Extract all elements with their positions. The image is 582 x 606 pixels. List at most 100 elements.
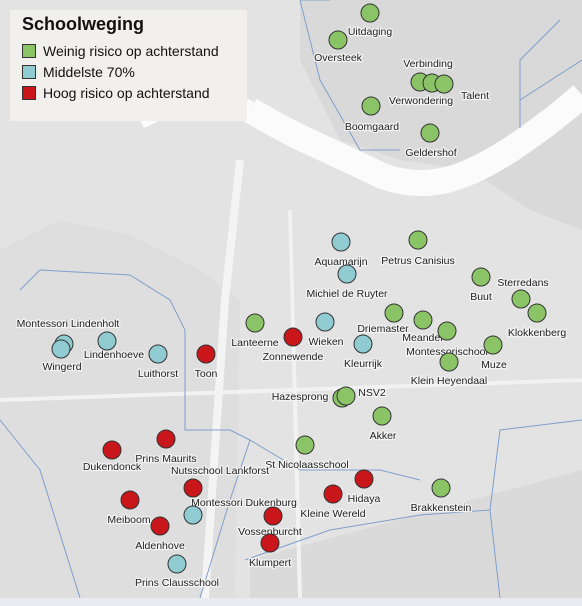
school-label: Klokkenberg [508,327,567,339]
district [300,0,582,230]
school-marker [384,303,404,323]
school-label: Sterredans [497,277,548,289]
school-marker [150,516,170,536]
school-marker [120,490,140,510]
road [0,378,582,402]
school-marker [328,30,348,50]
school-label: Driemaster [357,323,409,335]
legend-item: Weinig risico op achterstand [22,40,235,61]
school-marker [361,96,381,116]
school-label: Montessori Dukenburg [191,497,297,509]
school-marker [148,344,168,364]
district [0,220,240,600]
school-marker [196,344,216,364]
school-marker [483,335,503,355]
school-label: Montessori Lindenholt [17,318,120,330]
school-marker [353,334,373,354]
school-marker [471,267,491,287]
school-label: Meiboom [107,514,150,526]
school-marker [323,484,343,504]
school-label: Geldershof [405,147,456,159]
school-marker [102,440,122,460]
school-label: Brakkenstein [411,502,472,514]
school-marker [527,303,547,323]
school-label: Wingerd [42,361,81,373]
school-label: Akker [370,430,397,442]
school-marker [360,3,380,23]
school-label: Lindenhoeve [84,349,144,361]
school-marker [420,123,440,143]
school-marker [315,312,335,332]
school-label: Aldenhove [135,540,185,552]
school-label: Prins Maurits [135,453,196,465]
school-label: Prins Clausschool [135,577,219,589]
school-marker [413,310,433,330]
legend: Schoolweging Weinig risico op achterstan… [10,10,247,121]
school-marker [331,232,351,252]
school-label: Kleurrijk [344,358,383,370]
school-label: St Nicolaasschool [265,459,348,471]
river [243,85,582,197]
school-marker [283,327,303,347]
school-label: Montessorischool [406,346,488,358]
road [201,159,244,599]
school-label: Verwondering [389,95,453,107]
legend-swatch [22,64,36,79]
school-marker [337,264,357,284]
school-marker [263,506,283,526]
labels: Uitdaging Oversteek Verbinding Verwondering… [15,25,567,591]
school-label: Luithorst [138,368,178,380]
school-label: Toon [195,368,218,380]
school-marker [260,533,280,553]
school-label: Hazesprong [272,391,329,403]
school-label: Hidaya [348,493,381,505]
school-marker [354,469,374,489]
school-marker [295,435,315,455]
school-marker [245,313,265,333]
school-marker [51,339,71,359]
school-label: Meander [402,332,444,344]
school-label: NSV2 [358,387,386,399]
school-marker [511,289,531,309]
school-marker [183,505,203,525]
legend-swatch [22,43,36,58]
legend-swatch [22,85,36,100]
school-label: Zonnewende [263,351,324,363]
legend-title: Schoolweging [22,14,145,34]
school-label: Boomgaard [345,121,399,133]
school-marker [336,386,356,406]
school-label: Aquamarijn [314,256,367,268]
legend-label: Middelste 70% [43,63,135,80]
district [250,470,582,598]
school-label: Klein Heyendaal [411,375,487,387]
school-label: Buut [470,291,492,303]
school-label: Vossenburcht [238,526,302,538]
school-marker [372,406,392,426]
school-label: Muze [481,359,507,371]
legend-label: Hoog risico op achterstand [43,84,210,101]
legend-label: Weinig risico op achterstand [43,42,219,59]
school-marker [183,478,203,498]
school-label: Petrus Canisius [381,255,455,267]
school-label: Nutsschool Lankforst [171,465,269,477]
district-boundary [299,0,561,151]
school-marker [437,321,457,341]
school-label: Verbinding [403,58,453,70]
school-label: Dukendonck [83,461,142,473]
school-marker [434,74,454,94]
school-marker [97,331,117,351]
legend-item: Middelste 70% [22,61,235,82]
school-label: Klumpert [249,557,291,569]
school-label: Michiel de Ruyter [306,288,388,300]
road [288,209,302,599]
school-label: Lanteerne [231,337,278,349]
legend-item: Hoog risico op achterstand [22,82,235,103]
school-label: Uitdaging [348,26,393,38]
school-label: Wieken [308,336,343,348]
markers [51,3,547,574]
school-label: Kleine Wereld [300,508,365,520]
school-marker [167,554,187,574]
